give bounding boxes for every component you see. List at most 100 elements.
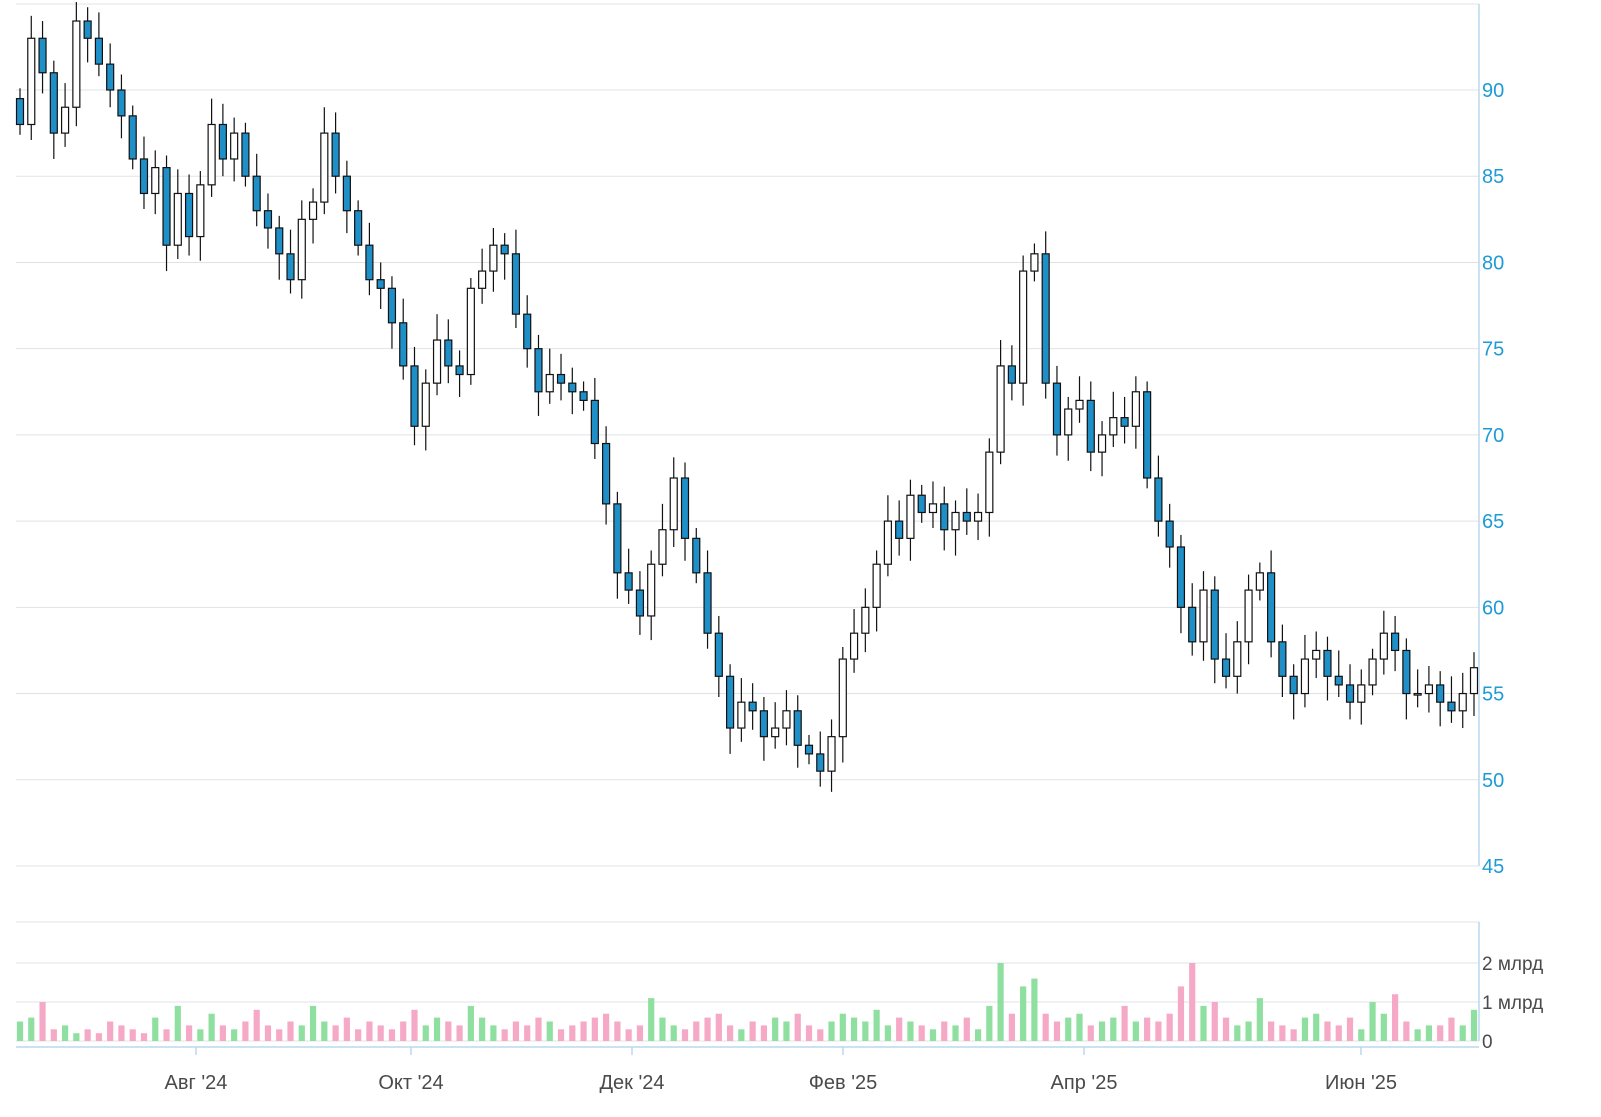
price-tick-label: 70 [1482, 425, 1504, 447]
volume-bar [1268, 1021, 1275, 1041]
candle-up [1075, 399, 1084, 410]
candle-up [1030, 253, 1039, 272]
candle-down [241, 132, 250, 177]
volume-bar [388, 1029, 396, 1041]
x-tick-label: Авг '24 [165, 1072, 228, 1094]
candle-up [545, 373, 554, 393]
volume-bar [1087, 1025, 1094, 1041]
volume-bar [411, 1009, 418, 1041]
volume-bar [1200, 1005, 1207, 1041]
tick-labels: 45 50 55 60 65 70 75 80 85 90 0 1 млрд 2 млрд Авг '24… [165, 80, 1544, 1094]
volume-bar [648, 998, 655, 1041]
candle-up [1413, 692, 1422, 696]
volume-bar [400, 1021, 407, 1041]
volume-bar [309, 1005, 317, 1041]
candle-up [782, 710, 791, 729]
volume-bar [118, 1025, 125, 1041]
candle-up [27, 37, 36, 126]
price-tick-label: 55 [1482, 684, 1504, 706]
volume-bar [546, 1021, 553, 1041]
volume-bar [377, 1025, 384, 1041]
candle-down [331, 132, 340, 177]
candle-up [297, 218, 306, 281]
candle-down [523, 313, 532, 350]
volume-bar [1065, 1017, 1072, 1041]
candle-down [940, 503, 949, 531]
volume-bar [557, 1029, 565, 1041]
volume-bar [1110, 1017, 1117, 1041]
volume-bar [1234, 1025, 1241, 1041]
volume-bar [231, 1029, 238, 1041]
candle-down [917, 494, 926, 514]
volume-bar [1076, 1013, 1083, 1041]
volume-bar [1155, 1021, 1162, 1041]
candle-down [286, 253, 295, 281]
candle-up [1368, 658, 1377, 686]
volume-bar [659, 1017, 666, 1041]
candle-up [838, 658, 847, 738]
candle-down [1345, 684, 1355, 703]
volume-tick-label: 0 [1482, 1032, 1493, 1053]
candle-down [1334, 675, 1343, 686]
candle-down [184, 192, 194, 238]
candle-up [658, 529, 667, 565]
candle-up [207, 123, 216, 186]
volume-bar [1144, 1017, 1151, 1041]
candle-down [1323, 649, 1332, 677]
volume-bar [197, 1029, 204, 1041]
candle-up [1097, 434, 1107, 453]
volume-bar [84, 1029, 91, 1041]
volume-bar [1313, 1013, 1320, 1041]
volume-bar [738, 1029, 745, 1041]
candle-down [534, 348, 543, 393]
candle-down [714, 632, 723, 677]
volume-bar [1358, 1029, 1365, 1041]
volume-bar [332, 1025, 339, 1041]
volume-bar [1222, 1017, 1230, 1041]
volume-bar [479, 1017, 486, 1041]
candle-up [647, 563, 656, 617]
candle-down [1188, 606, 1197, 643]
candle-down [342, 175, 351, 212]
candle-down [793, 710, 802, 746]
candle-up [1131, 391, 1140, 427]
volume-bar [772, 1017, 779, 1041]
candle-down [1447, 701, 1456, 712]
volume-bar [614, 1021, 621, 1041]
candle-down [94, 37, 103, 65]
volume-bar [61, 1025, 69, 1041]
candle-down [680, 477, 690, 539]
volume-bar [185, 1025, 193, 1041]
volume-bar [208, 1013, 215, 1041]
candle-up [60, 106, 70, 134]
candle-down [1007, 365, 1016, 384]
axes [16, 4, 1480, 1055]
volume-bar [355, 1029, 362, 1041]
volume-bar [636, 1025, 644, 1041]
volume-bar [952, 1025, 959, 1041]
volume-bar [603, 1013, 610, 1041]
candle-down [703, 572, 712, 634]
candle-down [1436, 684, 1445, 703]
x-tick-label: Фев '25 [809, 1072, 878, 1094]
candle-up [72, 20, 81, 108]
x-tick-label: Дек '24 [599, 1072, 664, 1094]
volume-bar [1245, 1021, 1252, 1041]
candle-up [849, 632, 859, 660]
volume-bar [749, 1021, 756, 1041]
volume-bar [287, 1021, 294, 1041]
volume-bar [50, 1029, 57, 1041]
volume-bar [163, 1029, 170, 1041]
volume-bar [1031, 978, 1038, 1041]
volume-bar [1121, 1005, 1128, 1041]
candle-down [1289, 675, 1298, 695]
volume-bar [366, 1021, 373, 1041]
candle-up [196, 184, 205, 238]
volume-bar [1279, 1025, 1286, 1041]
volume-bar [174, 1005, 181, 1041]
volume-bar [16, 1021, 24, 1041]
candle-down [162, 167, 171, 246]
price-series [15, 2, 1479, 792]
volume-bar [670, 1025, 677, 1041]
candle-down [624, 572, 633, 591]
